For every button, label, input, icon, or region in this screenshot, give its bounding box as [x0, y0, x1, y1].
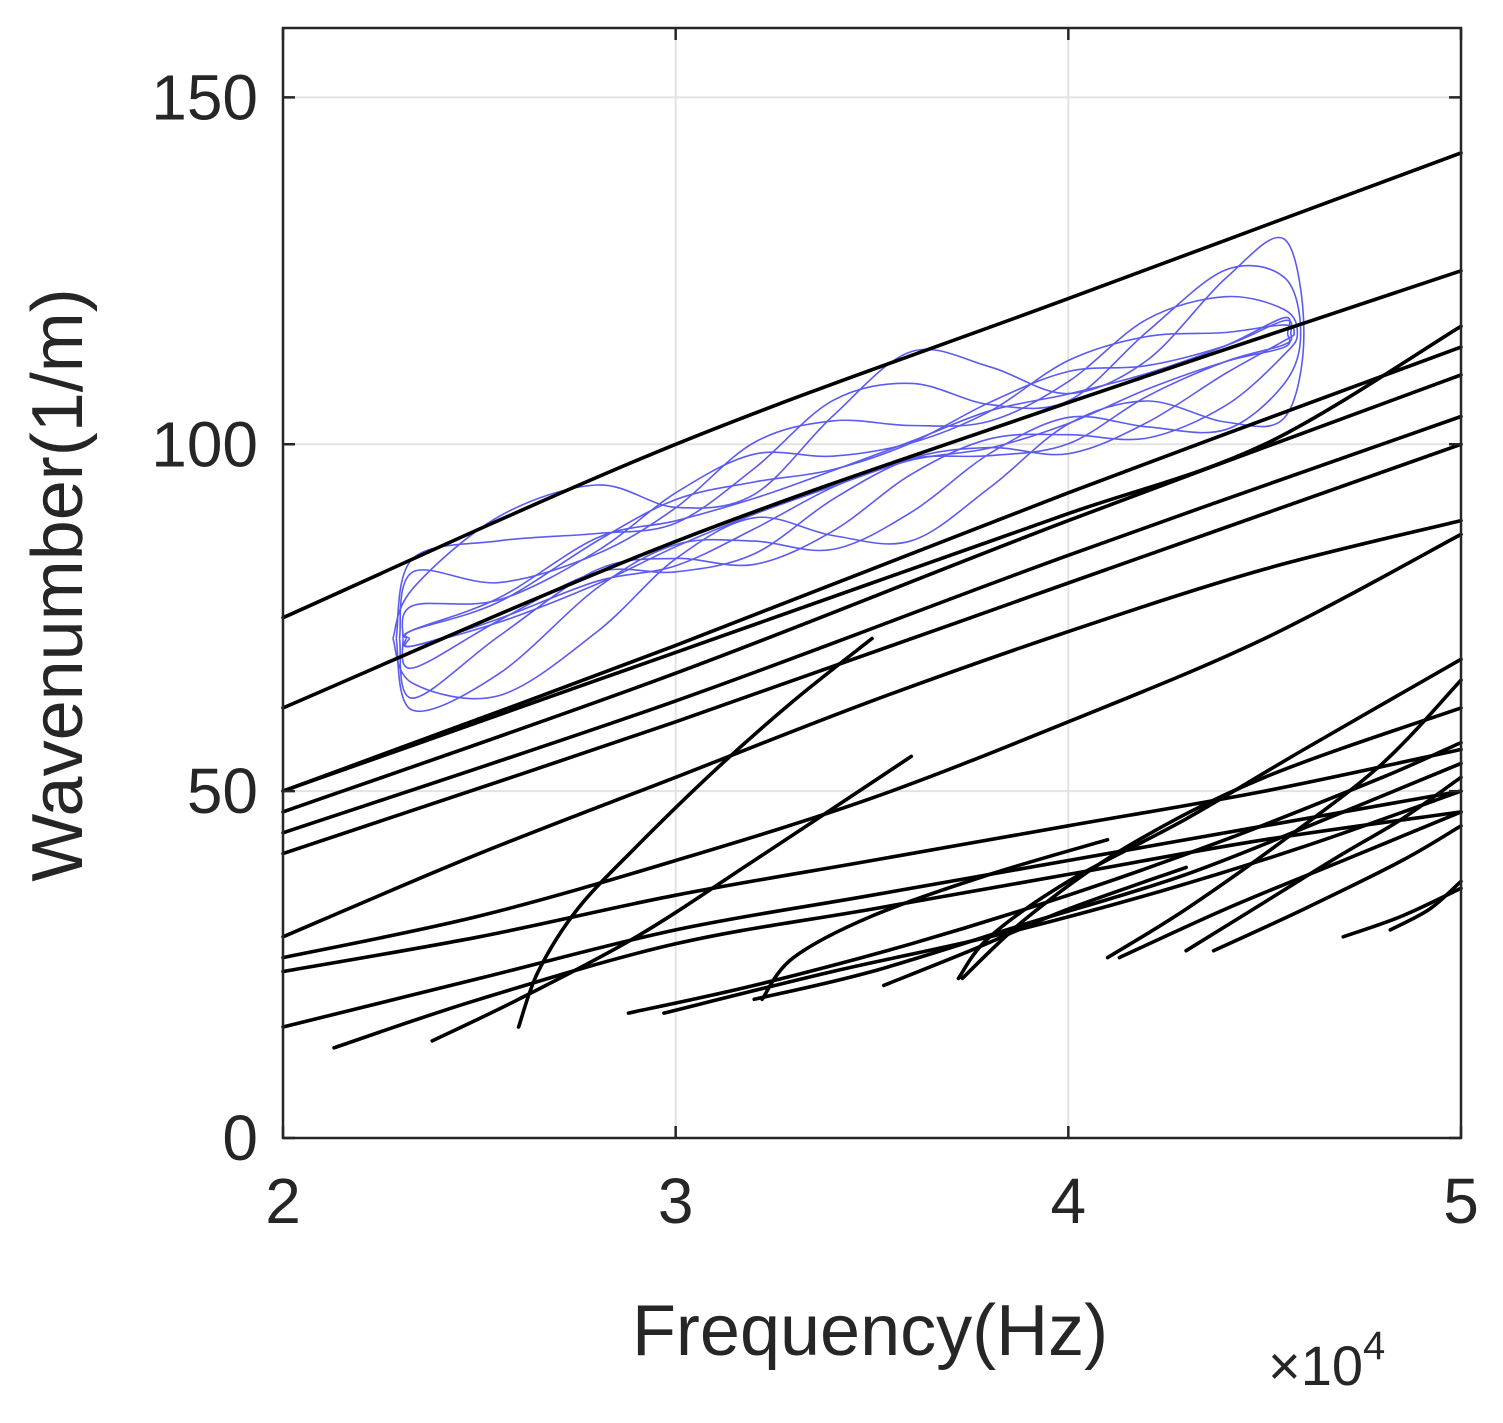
dispersion-curves	[281, 151, 1463, 1050]
x-multiplier-exponent: 4	[1363, 1324, 1385, 1368]
y-tick-labels: 0 50 100 150	[151, 61, 258, 1174]
curve-mode-1	[281, 151, 1463, 620]
curve-mode-16	[662, 789, 1463, 1015]
curve-mode-7	[281, 442, 1463, 856]
curve-mode-6	[281, 414, 1463, 835]
curve-mode-10	[281, 747, 1463, 974]
x-multiplier-label: ×104	[1268, 1324, 1385, 1397]
curve-mode-8	[281, 518, 1463, 939]
y-axis-label: Wavenumber(1/m)	[18, 288, 98, 881]
contour-level	[403, 319, 1293, 648]
curve-mode-3	[281, 324, 1463, 793]
y-tick-label: 0	[222, 1102, 258, 1174]
plot-area-frame	[281, 26, 1463, 1140]
curve-mode-18	[760, 837, 1110, 1002]
contour-level	[401, 324, 1295, 669]
contour-level	[395, 264, 1302, 713]
curve-mode-20	[956, 657, 1463, 981]
curve-mode-2	[281, 269, 1463, 710]
y-tick-label: 100	[151, 408, 258, 480]
contour-level	[392, 236, 1305, 700]
curve-mode-23	[1117, 810, 1463, 960]
curve-mode-22	[1105, 678, 1463, 960]
y-tick-label: 150	[151, 61, 258, 133]
contour-spectrum	[392, 236, 1305, 713]
curve-mode-21	[960, 706, 1463, 981]
curve-mode-9	[281, 532, 1463, 960]
curve-mode-24	[1184, 775, 1463, 953]
x-tick-label: 5	[1443, 1165, 1479, 1237]
x-tick-label: 4	[1051, 1165, 1087, 1237]
curve-mode-15	[626, 740, 1463, 1015]
curve-mode-5	[281, 373, 1463, 814]
curve-mode-27	[1388, 879, 1463, 932]
x-tick-label: 2	[265, 1165, 301, 1237]
axis-ticks	[281, 28, 1463, 1140]
contour-level	[398, 295, 1299, 700]
x-tick-labels: 2 3 4 5	[265, 1165, 1479, 1237]
curve-mode-17	[752, 761, 1463, 1002]
curve-mode-25	[1211, 824, 1463, 953]
curve-mode-12	[332, 810, 1463, 1050]
y-tick-label: 50	[187, 755, 258, 827]
curve-mode-4	[281, 345, 1463, 793]
x-multiplier-base: ×10	[1268, 1334, 1363, 1397]
x-tick-label: 3	[658, 1165, 694, 1237]
curve-mode-19	[882, 865, 1188, 988]
contour-level	[404, 316, 1291, 648]
curve-mode-14	[516, 636, 874, 1029]
curve-mode-13	[430, 754, 914, 1043]
x-axis-label: Frequency(Hz)	[632, 1291, 1108, 1371]
